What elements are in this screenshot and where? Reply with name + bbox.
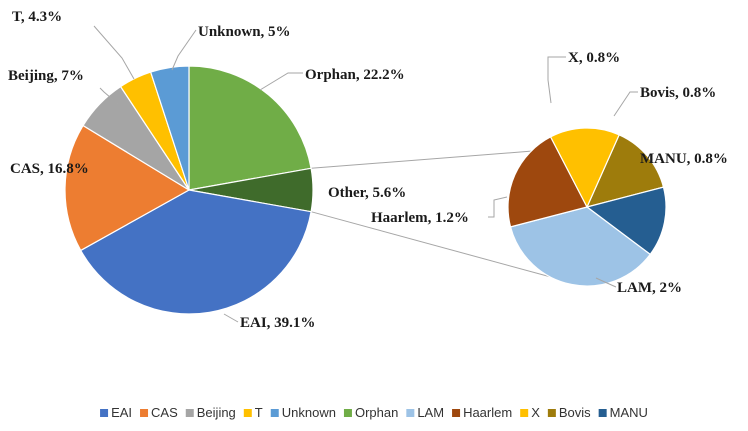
- secondary-pie-slice-manu: [585, 186, 667, 256]
- secondary-pie-slice-bovis: [585, 134, 665, 208]
- pie-connector-lines: [310, 150, 551, 278]
- chart-legend: EAI CAS Beijing T Unknown Orphan LAM Haarlem X Bo…: [100, 405, 648, 420]
- data-label-eai: EAI, 39.1%: [240, 315, 315, 331]
- legend-item-t: T: [243, 405, 263, 420]
- data-label-other: Other, 5.6%: [328, 185, 406, 201]
- legend-item-orphan: Orphan: [343, 405, 398, 420]
- secondary-pie-slice-x: [549, 127, 620, 209]
- legend-swatch-t: [243, 409, 252, 417]
- legend-label-x: X: [531, 405, 540, 420]
- legend-item-eai: EAI: [100, 405, 132, 420]
- secondary-pie: [507, 127, 667, 287]
- main-pie-slice-cas: [64, 124, 191, 252]
- leader-line-orphan: [259, 72, 303, 91]
- legend-label-bovis: Bovis: [559, 405, 591, 420]
- legend-item-lam: LAM: [406, 405, 444, 420]
- legend-swatch-x: [520, 409, 529, 417]
- legend-swatch-cas: [140, 409, 149, 417]
- legend-item-x: X: [520, 405, 540, 420]
- data-label-x: X, 0.8%: [568, 50, 620, 66]
- leader-line-haarlem: [488, 196, 508, 218]
- leader-line-x: [547, 56, 566, 104]
- main-pie-slice-eai: [79, 189, 312, 315]
- leader-line-unknown: [171, 29, 197, 71]
- legend-item-bovis: Bovis: [547, 405, 591, 420]
- data-label-lam: LAM, 2%: [617, 280, 682, 296]
- legend-swatch-lam: [406, 409, 415, 417]
- leader-line-lam: [595, 277, 617, 288]
- leader-lines: [93, 25, 638, 323]
- data-label-bovis: Bovis, 0.8%: [640, 85, 716, 101]
- data-label-unknown: Unknown, 5%: [198, 24, 291, 40]
- slice-labels: Orphan, 22.2% Other, 5.6% EAI, 39.1% CAS, 1…: [8, 9, 728, 331]
- legend-label-manu: MANU: [610, 405, 648, 420]
- data-label-t: T, 4.3%: [12, 9, 62, 25]
- legend-label-beijing: Beijing: [197, 405, 236, 420]
- legend-swatch-manu: [598, 409, 607, 417]
- leader-line-beijing: [99, 87, 119, 105]
- data-label-cas: CAS, 16.8%: [10, 161, 89, 177]
- secondary-pie-slice-lam: [509, 206, 652, 287]
- legend-item-beijing: Beijing: [185, 405, 236, 420]
- legend-item-haarlem: Haarlem: [452, 405, 512, 420]
- connector-line-lower: [310, 211, 551, 278]
- data-label-beijing: Beijing, 7%: [8, 68, 84, 84]
- secondary-pie-slice-haarlem: [507, 136, 588, 228]
- main-pie: [64, 65, 314, 315]
- legend-swatch-eai: [100, 409, 109, 417]
- data-label-manu: MANU, 0.8%: [640, 151, 728, 167]
- legend-item-manu: MANU: [598, 405, 648, 420]
- legend-item-unknown: Unknown: [270, 405, 336, 420]
- main-pie-slice-unknown: [149, 65, 190, 191]
- legend-swatch-orphan: [343, 409, 352, 417]
- legend-item-cas: CAS: [140, 405, 178, 420]
- main-pie-slice-orphan: [188, 65, 312, 191]
- legend-label-unknown: Unknown: [282, 405, 336, 420]
- legend-label-lam: LAM: [417, 405, 444, 420]
- legend-label-orphan: Orphan: [355, 405, 398, 420]
- legend-label-haarlem: Haarlem: [463, 405, 512, 420]
- legend-swatch-beijing: [185, 409, 194, 417]
- legend-label-cas: CAS: [151, 405, 178, 420]
- legend-swatch-haarlem: [452, 409, 461, 417]
- legend-label-t: T: [255, 405, 263, 420]
- leader-line-bovis: [613, 91, 638, 117]
- connector-line-upper: [311, 150, 532, 169]
- leader-line-eai: [223, 313, 239, 323]
- data-label-orphan: Orphan, 22.2%: [305, 67, 405, 83]
- data-label-haarlem: Haarlem, 1.2%: [371, 210, 469, 226]
- legend-swatch-bovis: [547, 409, 556, 417]
- leader-line-t: [93, 25, 135, 80]
- legend-label-eai: EAI: [111, 405, 132, 420]
- legend-swatch-unknown: [270, 409, 279, 417]
